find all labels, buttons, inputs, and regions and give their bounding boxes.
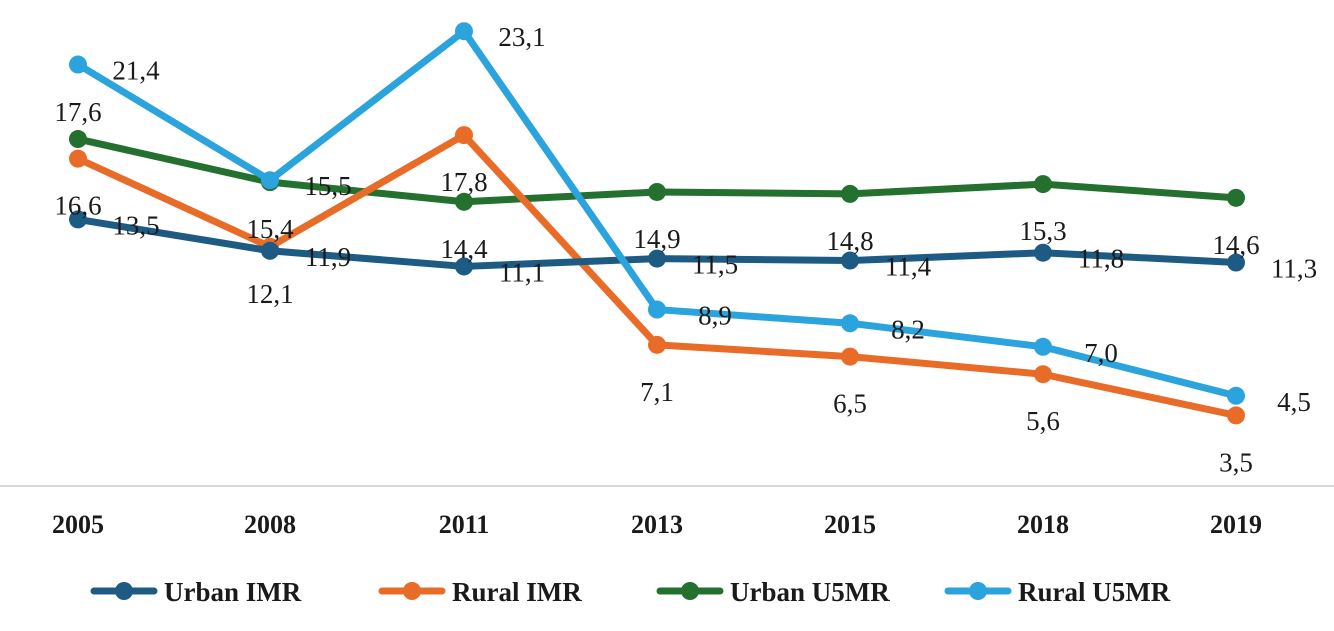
rural-imr-point	[1034, 365, 1052, 384]
rural-u5mr-data-label: 7,0	[1084, 338, 1118, 368]
rural-u5mr-point	[261, 171, 279, 190]
urban-imr-point	[1227, 253, 1245, 272]
rural-u5mr-data-label: 23,1	[498, 22, 545, 52]
urban-u5mr-data-label: 15,3	[1019, 216, 1066, 246]
rural-imr-point	[1227, 406, 1245, 425]
rural-imr-point	[841, 347, 859, 366]
urban-u5mr-data-label: 14,4	[440, 234, 488, 264]
urban-u5mr-point	[69, 130, 87, 149]
rural-imr-data-label: 3,5	[1219, 447, 1253, 477]
urban-imr-data-label: 11,4	[885, 252, 932, 282]
legend-label: Urban U5MR	[730, 577, 890, 607]
rural-u5mr-point	[1034, 337, 1052, 356]
urban-imr-point	[69, 210, 87, 229]
rural-u5mr-data-label: 15,5	[304, 171, 351, 201]
rural-u5mr-point	[648, 300, 666, 319]
urban-imr-data-label: 11,9	[305, 242, 351, 272]
x-tick-label: 2013	[631, 510, 683, 539]
rural-u5mr-point	[1227, 386, 1245, 405]
legend-item-rural-u5mr: Rural U5MR	[944, 577, 1171, 607]
rural-imr-point	[69, 149, 87, 168]
urban-u5mr-point	[648, 182, 666, 201]
x-tick-label: 2018	[1017, 510, 1069, 539]
legend-label: Rural IMR	[452, 577, 582, 607]
x-tick-label: 2005	[52, 510, 104, 539]
legend-marker	[969, 582, 987, 600]
urban-u5mr-data-label: 14,8	[826, 226, 873, 256]
legend-marker	[403, 582, 421, 600]
urban-u5mr-point	[455, 192, 473, 211]
x-tick-label: 2011	[439, 510, 490, 539]
legend-label: Rural U5MR	[1018, 577, 1171, 607]
rural-imr-data-label: 5,6	[1026, 406, 1060, 436]
rural-u5mr-data-label: 4,5	[1277, 387, 1311, 417]
x-tick-label: 2015	[824, 510, 876, 539]
rural-u5mr-point	[455, 22, 473, 41]
urban-imr-point	[841, 251, 859, 270]
urban-u5mr-data-label: 15,4	[246, 214, 294, 244]
rural-imr-data-label: 12,1	[246, 279, 293, 309]
legend-item-urban-u5mr: Urban U5MR	[656, 577, 890, 607]
urban-imr-point	[648, 249, 666, 268]
rural-u5mr-point	[841, 314, 859, 333]
rural-imr-data-label: 7,1	[640, 377, 674, 407]
legend-label: Urban IMR	[164, 577, 302, 607]
rural-imr-point	[648, 335, 666, 354]
x-tick-label: 2019	[1210, 510, 1262, 539]
legend-marker	[115, 582, 133, 600]
x-tick-label: 2008	[244, 510, 296, 539]
urban-imr-point	[1034, 243, 1052, 262]
rural-imr-data-label: 6,5	[833, 389, 867, 419]
legend-marker	[681, 582, 699, 600]
rural-imr-data-label: 16,6	[54, 191, 101, 221]
legend-item-urban-imr: Urban IMR	[90, 577, 302, 607]
urban-imr-data-label: 11,5	[692, 250, 738, 280]
urban-u5mr-point	[841, 184, 859, 203]
rural-u5mr-data-label: 21,4	[112, 56, 160, 86]
rural-u5mr-point	[69, 55, 87, 74]
urban-u5mr-data-label: 14,6	[1212, 230, 1259, 260]
rural-imr-data-label: 17,8	[440, 167, 487, 197]
rural-imr-point	[455, 126, 473, 145]
urban-imr-data-label: 11,1	[499, 257, 545, 287]
urban-imr-point	[261, 241, 279, 260]
legend-item-rural-imr: Rural IMR	[378, 577, 582, 607]
urban-u5mr-point	[1034, 175, 1052, 194]
urban-imr-point	[455, 257, 473, 276]
rural-u5mr-data-label: 8,9	[698, 301, 732, 331]
urban-u5mr-data-label: 14,9	[633, 224, 680, 254]
urban-imr-data-label: 11,8	[1078, 244, 1124, 274]
rural-u5mr-data-label: 8,2	[891, 314, 925, 344]
urban-u5mr-point	[1227, 188, 1245, 207]
urban-imr-data-label: 11,3	[1271, 254, 1317, 284]
urban-u5mr-data-label: 17,6	[54, 97, 101, 127]
urban-imr-data-label: 13,5	[112, 210, 159, 240]
